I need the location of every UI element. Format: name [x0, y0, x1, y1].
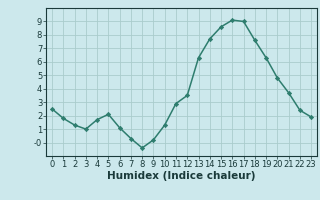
X-axis label: Humidex (Indice chaleur): Humidex (Indice chaleur): [107, 171, 256, 181]
